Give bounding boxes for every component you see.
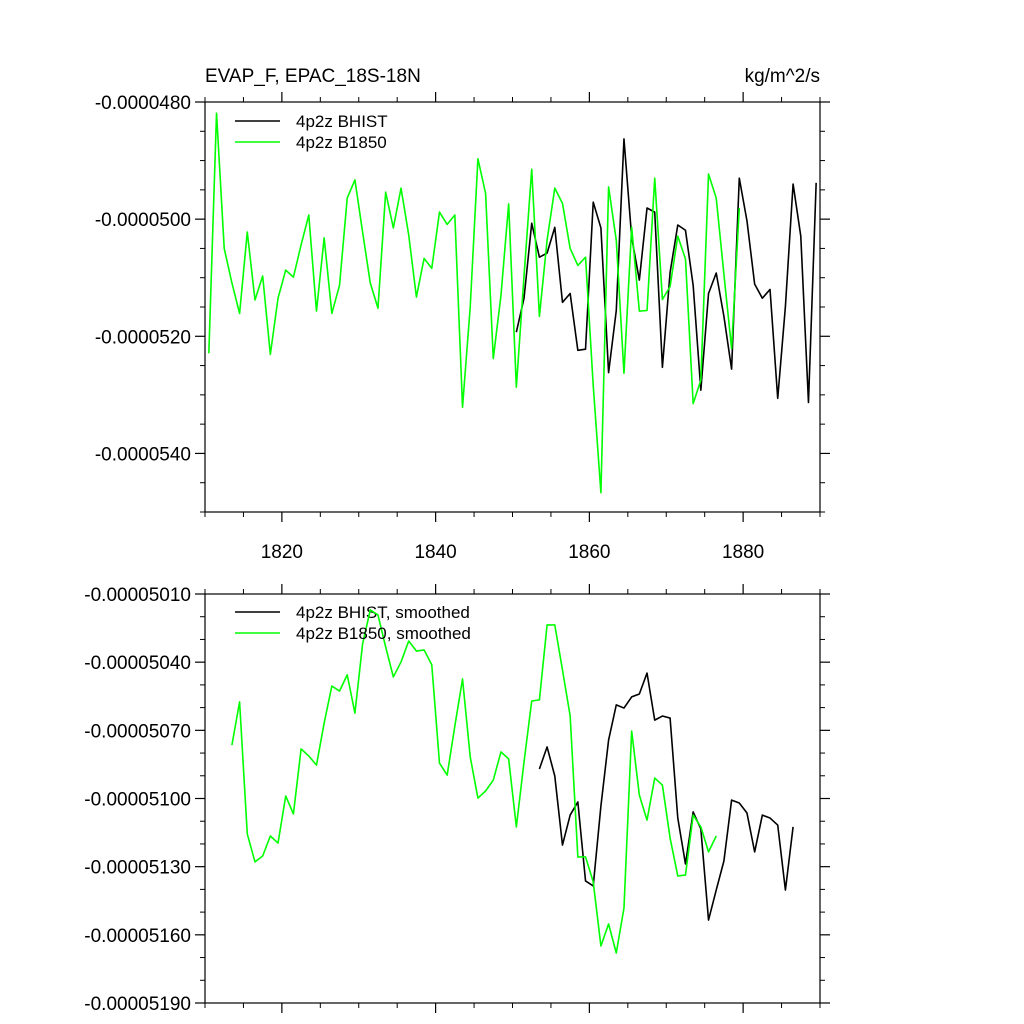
y-tick-label: -0.00005070 [84,721,191,742]
units-label: kg/m^2/s [745,66,820,87]
legend-label: 4p2z B1850 [296,133,387,152]
y-tick-label: -0.00005010 [84,585,191,606]
y-tick-label: -0.00005160 [84,926,191,947]
y-tick-label: -0.00005190 [84,994,191,1015]
legend-label: 4p2z BHIST [296,112,388,131]
x-tick-label: 1860 [568,542,610,563]
x-tick-label: 1820 [261,542,303,563]
series-line [538,672,794,921]
x-tick-label: 1840 [414,542,456,563]
y-tick-label: -0.0000480 [95,93,191,114]
y-tick-label: -0.0000520 [95,327,191,348]
legend-label: 4p2z BHIST, smoothed [296,603,470,622]
x-tick-label: 1880 [722,542,764,563]
y-tick-label: -0.0000500 [95,210,191,231]
chart-title: EVAP_F, EPAC_18S-18N [205,66,421,87]
series-line [208,112,741,494]
y-tick-label: -0.00005130 [84,858,191,879]
series-line [231,609,717,954]
legend-label: 4p2z B1850, smoothed [296,624,471,643]
y-tick-label: -0.0000540 [95,444,191,465]
series-line [515,138,817,404]
y-tick-label: -0.00005040 [84,653,191,674]
y-tick-label: -0.00005100 [84,790,191,811]
